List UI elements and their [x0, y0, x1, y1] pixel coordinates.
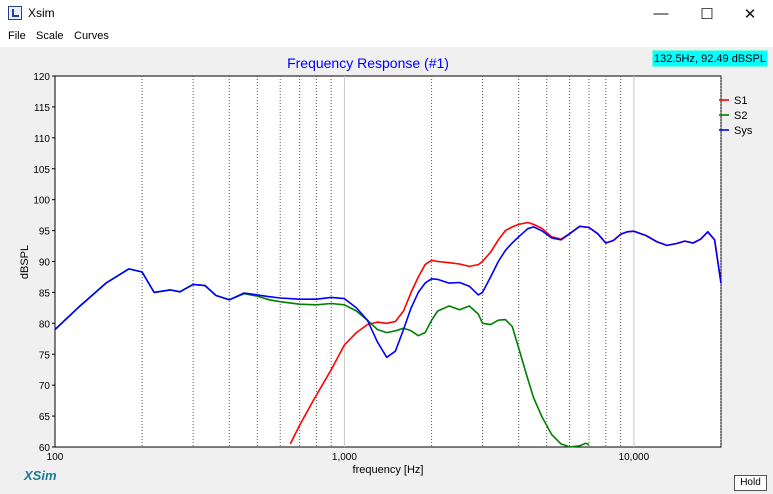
menu-scale[interactable]: Scale	[36, 30, 64, 42]
hold-button[interactable]: Hold	[734, 475, 767, 491]
cursor-readout: 132.5Hz, 92.49 dBSPL	[652, 50, 768, 67]
y-tick-label: 110	[34, 134, 50, 145]
legend: S1 S2 Sys	[719, 95, 753, 137]
y-axis-label: dBSPL	[19, 245, 31, 279]
menu-curves[interactable]: Curves	[74, 30, 109, 42]
y-tick-label: 65	[39, 412, 51, 423]
y-tick-label: 95	[39, 227, 51, 238]
x-axis-ticks: 100 1,000 10,000	[47, 452, 650, 463]
y-tick-label: 105	[33, 165, 50, 176]
y-tick-label: 100	[33, 196, 50, 207]
menu-bar: File Scale Curves	[0, 27, 773, 47]
y-tick-label: 120	[33, 72, 50, 83]
legend-label: S2	[734, 110, 747, 122]
x-tick-label: 100	[47, 452, 64, 463]
y-tick-label: 70	[39, 381, 51, 392]
legend-label: Sys	[734, 125, 753, 137]
y-tick-label: 85	[39, 288, 51, 299]
plot-area	[54, 75, 722, 448]
x-tick-label: 1,000	[332, 452, 357, 463]
x-axis-label: frequency [Hz]	[353, 464, 424, 476]
y-tick-label: 75	[39, 350, 51, 361]
window-title: Xsim	[28, 6, 55, 20]
y-tick-label: 80	[39, 319, 51, 330]
y-tick-label: 115	[34, 103, 50, 114]
menu-file[interactable]: File	[8, 30, 26, 42]
close-button[interactable]: ✕	[743, 5, 757, 23]
series-line-sys	[54, 225, 722, 359]
x-tick-label: 10,000	[619, 452, 650, 463]
chart-title: Frequency Response (#1)	[287, 55, 449, 71]
y-tick-label: 60	[39, 443, 51, 454]
series-layer	[54, 221, 722, 448]
title-bar: Xsim — ☐ ✕	[0, 0, 773, 27]
grid-lines	[141, 76, 722, 447]
y-axis-ticks: 60 65 70 75 80 85 90 95 100 105 110 115 120	[33, 72, 55, 454]
xsim-logo: XSim	[24, 468, 57, 483]
minimize-button[interactable]: —	[653, 5, 669, 22]
app-icon	[8, 6, 22, 20]
legend-label: S1	[734, 95, 747, 107]
maximize-button[interactable]: ☐	[700, 5, 714, 23]
y-tick-label: 90	[39, 258, 51, 269]
